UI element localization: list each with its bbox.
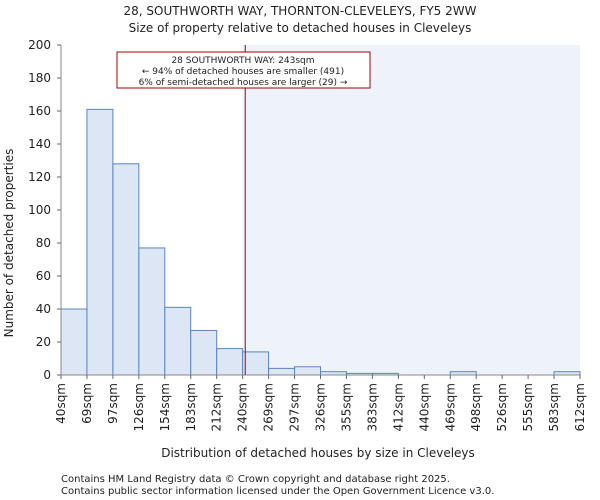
bar-183sqm (190, 329, 218, 376)
x-tick-label: 240sqm (236, 383, 250, 431)
bar-297sqm (294, 366, 321, 376)
bar-269sqm (268, 367, 296, 376)
annotation-line3: 6% of semi-detached houses are larger (2… (139, 78, 348, 88)
x-tick-label: 555sqm (521, 383, 535, 431)
chart-title: 28, SOUTHWORTH WAY, THORNTON-CLEVELEYS, … (123, 4, 476, 18)
bar-97sqm (112, 163, 140, 376)
y-tick-label: 20 (36, 335, 51, 349)
highlight-region (242, 45, 580, 375)
annotation-line2: ← 94% of detached houses are smaller (49… (142, 67, 344, 77)
x-tick-label: 97sqm (106, 383, 120, 424)
y-tick-label: 40 (36, 302, 51, 316)
x-tick-label: 469sqm (443, 383, 457, 431)
x-axis-label: Distribution of detached houses by size … (161, 446, 475, 460)
y-tick-label: 180 (28, 71, 51, 85)
x-tick-label: 212sqm (210, 383, 224, 431)
y-tick-label: 80 (36, 236, 51, 250)
y-tick-label: 100 (28, 203, 51, 217)
x-tick-label: 583sqm (547, 383, 561, 431)
x-tick-label: 40sqm (54, 383, 68, 424)
bar-154sqm (164, 306, 192, 376)
footer-line2: Contains public sector information licen… (61, 486, 494, 497)
x-tick-label: 69sqm (80, 383, 94, 424)
y-tick-label: 200 (28, 38, 51, 52)
x-tick-label: 498sqm (469, 383, 483, 431)
x-tick-label: 355sqm (339, 383, 353, 431)
x-tick-label: 297sqm (288, 383, 302, 431)
bar-240sqm (242, 351, 270, 376)
bar-126sqm (138, 247, 166, 376)
y-tick-label: 160 (28, 104, 51, 118)
y-axis-label: Number of detached properties (2, 149, 16, 338)
footer-line1: Contains HM Land Registry data © Crown c… (61, 474, 450, 485)
y-tick-label: 140 (28, 137, 51, 151)
y-tick-label: 60 (36, 269, 51, 283)
x-tick-label: 412sqm (391, 383, 405, 431)
x-tick-label: 326sqm (314, 383, 328, 431)
bar-40sqm (60, 308, 88, 376)
annotation-box (116, 51, 371, 89)
x-tick-label: 526sqm (495, 383, 509, 431)
x-tick-label: 383sqm (365, 383, 379, 431)
y-tick-label: 0 (43, 368, 51, 382)
x-tick-label: 183sqm (184, 383, 198, 431)
annotation-line1: 28 SOUTHWORTH WAY: 243sqm (171, 56, 314, 66)
bar-69sqm (86, 108, 114, 376)
x-tick-label: 612sqm (573, 383, 587, 431)
x-tick-label: 154sqm (158, 383, 172, 431)
bar-212sqm (216, 348, 244, 376)
x-tick-label: 269sqm (262, 383, 276, 431)
chart-subtitle: Size of property relative to detached ho… (129, 21, 472, 35)
y-tick-label: 120 (28, 170, 51, 184)
x-tick-label: 440sqm (417, 383, 431, 431)
x-tick-label: 126sqm (132, 383, 146, 431)
